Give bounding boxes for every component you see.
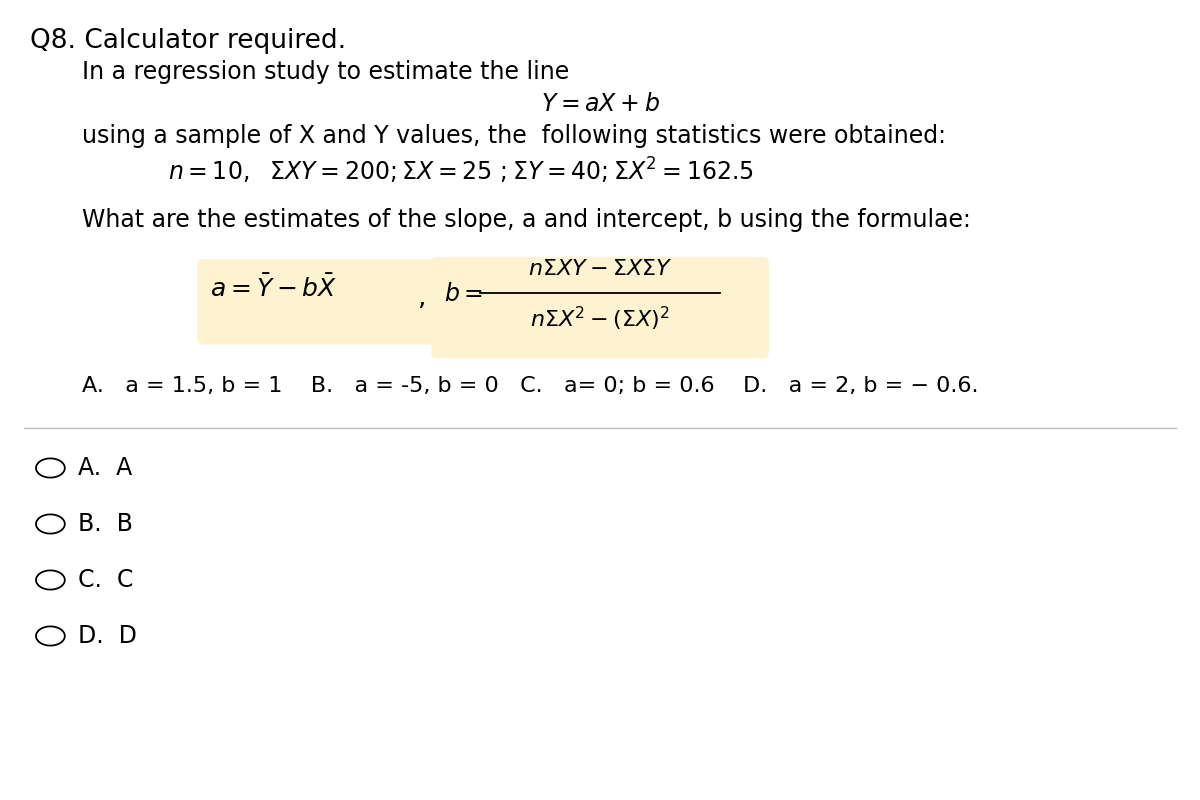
Text: What are the estimates of the slope, a and intercept, b using the formulae:: What are the estimates of the slope, a a… <box>82 208 971 232</box>
Text: $a = \bar{Y} - b\bar{X}$: $a = \bar{Y} - b\bar{X}$ <box>210 274 337 302</box>
Text: $n\Sigma XY-\Sigma X\Sigma Y$: $n\Sigma XY-\Sigma X\Sigma Y$ <box>528 258 672 278</box>
FancyBboxPatch shape <box>198 260 438 344</box>
Text: In a regression study to estimate the line: In a regression study to estimate the li… <box>82 60 569 84</box>
Text: A.  A: A. A <box>78 456 132 480</box>
Text: ,: , <box>418 285 426 310</box>
Text: $Y = aX + b$: $Y = aX + b$ <box>540 92 660 116</box>
Text: Q8. Calculator required.: Q8. Calculator required. <box>30 28 346 54</box>
FancyBboxPatch shape <box>432 258 768 358</box>
Text: $n = 10, \ \ \Sigma XY = 200; \Sigma X = 25 \ ; \Sigma Y = 40; \Sigma X^2 = 162.: $n = 10, \ \ \Sigma XY = 200; \Sigma X =… <box>168 156 754 186</box>
Text: B.  B: B. B <box>78 512 133 536</box>
Text: $n\Sigma X^2-(\Sigma X)^2$: $n\Sigma X^2-(\Sigma X)^2$ <box>530 304 670 333</box>
Text: C.  C: C. C <box>78 568 133 592</box>
Text: $b=$: $b=$ <box>444 282 482 306</box>
Text: using a sample of X and Y values, the  following statistics were obtained:: using a sample of X and Y values, the fo… <box>82 124 946 148</box>
Text: A.   a = 1.5, b = 1    B.   a = -5, b = 0   C.   a= 0; b = 0.6    D.   a = 2, b : A. a = 1.5, b = 1 B. a = -5, b = 0 C. a=… <box>82 376 978 396</box>
Text: D.  D: D. D <box>78 624 137 648</box>
